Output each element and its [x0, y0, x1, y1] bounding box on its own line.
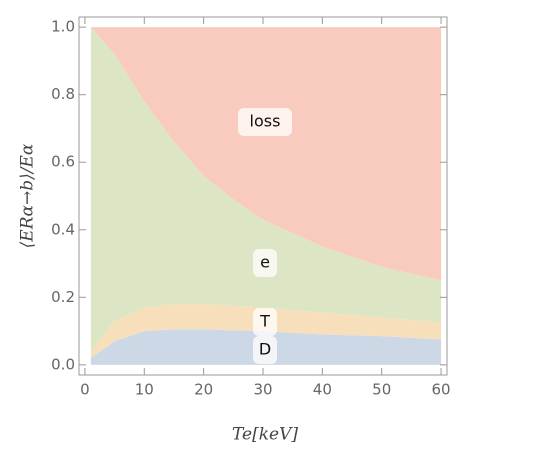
y-tick-label: 1.0: [51, 18, 75, 36]
y-tick-label: 0.4: [51, 220, 75, 238]
x-tick-label: 60: [432, 381, 451, 399]
y-tick-label: 0.2: [51, 288, 75, 306]
y-tick-label: 0.6: [51, 153, 75, 171]
x-tick-label: 10: [135, 381, 154, 399]
x-tick-label: 40: [313, 381, 332, 399]
label-box: [253, 336, 277, 364]
area: [90, 27, 442, 352]
series-label: D: [259, 340, 271, 359]
x-tick-label: 20: [194, 381, 213, 399]
y-axis-label: ⟨ERα→b⟩/Eα: [18, 143, 38, 248]
label-box: [253, 308, 277, 336]
series-label: e: [260, 253, 270, 272]
x-tick-label: 0: [80, 381, 90, 399]
series-label: loss: [250, 112, 281, 131]
x-tick-label: 30: [253, 381, 272, 399]
series-label: T: [259, 312, 270, 331]
label-box: [238, 108, 292, 136]
y-tick-label: 0.8: [51, 85, 75, 103]
area: [90, 27, 442, 281]
areas: [90, 27, 442, 365]
label-box: [253, 249, 277, 277]
x-tick-label: 50: [372, 381, 391, 399]
y-tick-label: 0.0: [51, 355, 75, 373]
x-axis-label: Te[keV]: [232, 425, 298, 445]
